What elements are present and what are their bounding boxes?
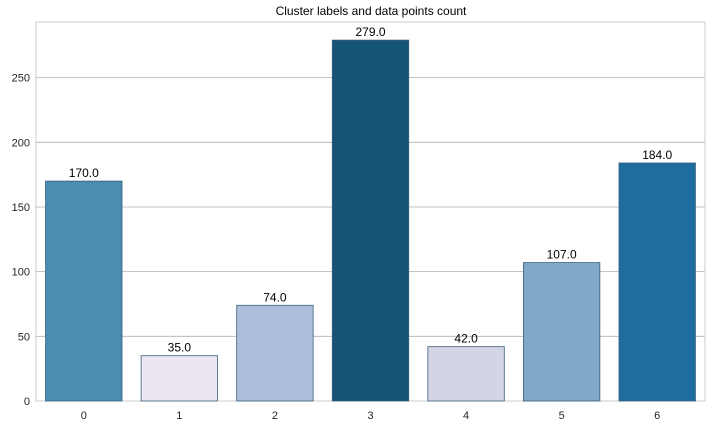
bar-0: [45, 180, 123, 402]
bar-3: [331, 39, 410, 402]
y-tick-label: 100: [12, 267, 30, 279]
x-tick-label: 4: [463, 410, 469, 422]
x-tick-label: 1: [176, 410, 182, 422]
y-tick-label: 200: [12, 137, 30, 149]
bar-5: [523, 262, 601, 402]
value-label: 42.0: [454, 332, 478, 346]
x-tick-label: 5: [559, 410, 565, 422]
x-tick-label: 0: [81, 410, 87, 422]
value-label: 184.0: [642, 148, 672, 162]
value-label: 35.0: [168, 341, 192, 355]
y-tick-label: 250: [12, 73, 30, 85]
value-label: 107.0: [547, 248, 577, 262]
y-tick-label: 150: [12, 202, 30, 214]
bar-2: [236, 304, 314, 402]
chart-title: Cluster labels and data points count: [276, 4, 467, 18]
bar-6: [618, 162, 696, 402]
x-tick-label: 2: [272, 410, 278, 422]
x-tick-labels: 0 1 2 3 4 5 6: [81, 410, 661, 422]
bar-1: [140, 355, 218, 402]
x-tick-label: 3: [367, 410, 373, 422]
value-label: 74.0: [263, 290, 287, 304]
value-label: 170.0: [69, 166, 99, 180]
value-label: 279.0: [355, 25, 385, 39]
bar-4: [427, 346, 505, 402]
y-tick-label: 0: [24, 396, 30, 408]
y-tick-labels: 0 50 100 150 200 250: [12, 73, 30, 408]
value-labels: 170.0 35.0 74.0 279.0 42.0 107.0 184.0: [69, 25, 673, 355]
bars: [45, 39, 696, 402]
x-tick-label: 6: [654, 410, 660, 422]
y-tick-label: 50: [18, 331, 30, 343]
